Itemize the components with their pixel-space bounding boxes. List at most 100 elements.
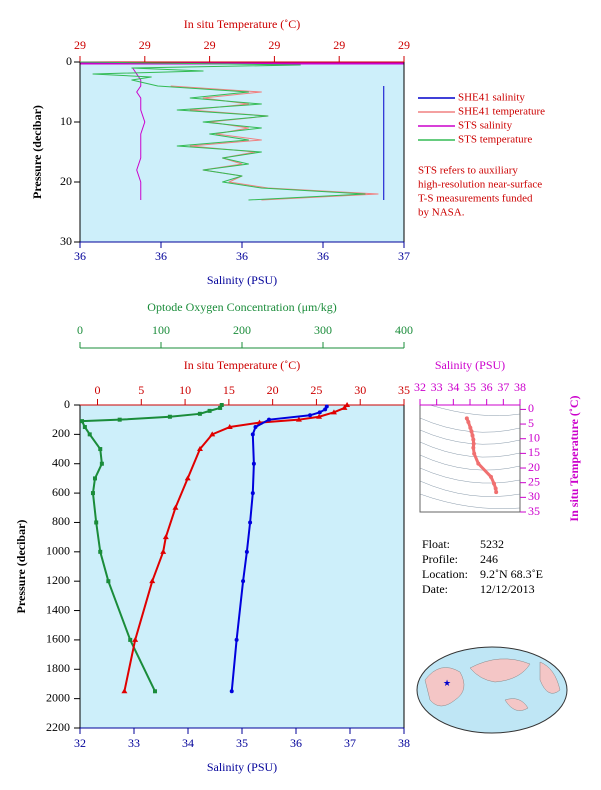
series-line	[79, 61, 366, 201]
marker	[209, 431, 216, 437]
x-tick-label: 35	[398, 383, 410, 397]
float-star: ★	[443, 678, 451, 688]
marker	[493, 486, 498, 491]
marker	[471, 437, 476, 442]
marker	[153, 689, 158, 694]
marker	[471, 441, 476, 446]
series-line	[123, 404, 348, 692]
x-tick-label: 36	[236, 249, 248, 263]
x-tick-label: 29	[204, 38, 216, 52]
marker	[464, 416, 469, 421]
y-tick-label: 1000	[46, 544, 70, 558]
x-tick-label: 38	[398, 736, 410, 750]
x-tick-label: 20	[267, 383, 279, 397]
world-map: ★	[416, 646, 568, 734]
y-tick-label: 10	[60, 114, 72, 128]
marker	[308, 413, 313, 418]
x-tick-label: 36	[155, 249, 167, 263]
marker	[87, 432, 92, 437]
x-tick-label: 300	[314, 323, 332, 337]
marker	[344, 402, 351, 407]
info-value: 9.2˚N 68.3˚E	[480, 567, 543, 581]
marker	[317, 410, 322, 415]
x-axis-title: Salinity (PSU)	[435, 358, 505, 372]
marker	[82, 425, 87, 430]
marker	[466, 420, 471, 425]
y-tick-label: 30	[528, 489, 540, 503]
y-tick-label: 20	[60, 174, 72, 188]
marker	[250, 432, 255, 437]
y-tick-label: 0	[66, 54, 72, 68]
marker	[149, 578, 156, 584]
marker	[98, 549, 103, 554]
marker	[470, 433, 475, 438]
y-tick-label: 30	[60, 234, 72, 248]
y-axis-title: Pressure (decibar)	[30, 105, 44, 199]
marker	[494, 490, 499, 495]
x-tick-label: 37	[398, 249, 410, 263]
x-tick-label: 29	[268, 38, 280, 52]
x-axis-title: In situ Temperature (˚C)	[184, 358, 301, 372]
marker	[251, 461, 256, 466]
marker	[323, 407, 328, 412]
legend-label: SHE41 salinity	[458, 92, 525, 104]
x-tick-label: 30	[354, 383, 366, 397]
y-axis-title: Pressure (decibar)	[14, 520, 28, 614]
marker	[172, 504, 179, 510]
annotation: by NASA.	[418, 207, 465, 219]
marker	[316, 413, 323, 419]
x-tick-label: 29	[139, 38, 151, 52]
x-tick-label: 15	[223, 383, 235, 397]
info-label: Profile:	[422, 552, 458, 566]
marker	[244, 549, 249, 554]
x-axis-title: In situ Temperature (˚C)	[184, 17, 301, 31]
y-tick-label: 2000	[46, 690, 70, 704]
marker	[80, 419, 85, 424]
marker	[106, 579, 111, 584]
x-tick-label: 33	[431, 380, 443, 394]
x-tick-label: 10	[179, 383, 191, 397]
x-tick-label: 200	[233, 323, 251, 337]
y-tick-label: 400	[52, 455, 70, 469]
marker	[229, 689, 234, 694]
marker	[98, 447, 103, 452]
y-tick-label: 600	[52, 485, 70, 499]
marker	[468, 425, 473, 430]
marker	[253, 425, 258, 430]
marker	[476, 461, 481, 466]
x-axis-title: Optode Oxygen Concentration (μm/kg)	[147, 300, 336, 314]
marker	[207, 408, 212, 413]
x-tick-label: 36	[481, 380, 493, 394]
legend-label: SHE41 temperature	[458, 106, 545, 118]
y-tick-label: 2200	[46, 720, 70, 734]
info-label: Location:	[422, 567, 468, 581]
marker	[90, 491, 95, 496]
plot-background	[80, 405, 404, 728]
y-tick-label: 1400	[46, 602, 70, 616]
x-tick-label: 35	[464, 380, 476, 394]
y-tick-label: 15	[528, 445, 540, 459]
marker	[226, 424, 233, 430]
x-axis-title: Salinity (PSU)	[207, 760, 277, 774]
marker	[489, 474, 493, 479]
info-label: Date:	[422, 582, 448, 596]
x-tick-label: 29	[74, 38, 86, 52]
x-tick-label: 37	[497, 380, 509, 394]
x-tick-label: 400	[395, 323, 413, 337]
marker	[162, 534, 169, 540]
x-tick-label: 37	[344, 736, 356, 750]
info-value: 246	[480, 552, 498, 566]
marker	[295, 416, 302, 422]
x-tick-label: 100	[152, 323, 170, 337]
marker	[248, 520, 253, 525]
density-contours	[419, 404, 521, 509]
marker	[121, 688, 128, 694]
x-tick-label: 5	[138, 383, 144, 397]
annotation: high-resolution near-surface	[418, 179, 542, 191]
marker	[492, 481, 496, 486]
x-tick-label: 32	[74, 736, 86, 750]
marker	[234, 637, 239, 642]
marker	[160, 548, 167, 554]
marker	[128, 637, 133, 642]
